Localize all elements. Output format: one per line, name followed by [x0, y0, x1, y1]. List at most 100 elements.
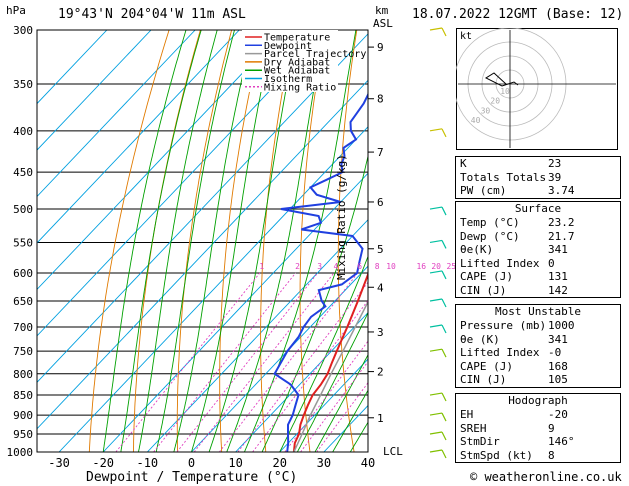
index-pw-row: PW (cm) 3.74	[460, 184, 575, 197]
temp-tick-label: -20	[92, 456, 114, 470]
legend-label: Dewpoint	[264, 41, 312, 52]
wind-barb-shaft	[429, 449, 443, 453]
isotherm-line	[147, 219, 368, 452]
km-tick-label: 6	[377, 196, 384, 209]
parcel-trajectory-trace	[293, 300, 368, 452]
wind-barb-flag	[441, 27, 447, 37]
pressure-tick-label: 300	[13, 24, 33, 37]
wind-barb-shaft	[429, 412, 443, 416]
mixing-ratio-label: 16	[416, 262, 426, 271]
isotherm-line	[37, 30, 196, 198]
hodograph-trace	[484, 72, 519, 87]
wind-barb-flag	[441, 324, 447, 334]
dry-adiabat-line	[176, 30, 233, 452]
pressure-tick-label: 1000	[7, 446, 34, 459]
wet-adiabat-line	[155, 30, 235, 452]
wet-adiabat-line	[226, 30, 326, 452]
mixing-ratio-label: 1	[259, 262, 264, 271]
mixing-ratio-line	[237, 281, 368, 452]
legend-label: Dry Adiabat	[264, 57, 330, 68]
dry-adiabat-line	[219, 30, 264, 452]
isotherm-line	[37, 30, 152, 151]
hodograph-kt-label: kt	[460, 31, 472, 42]
isotherm-line	[191, 265, 368, 452]
wind-barbs	[429, 27, 447, 459]
km-tick-label: 5	[377, 243, 384, 256]
isotherm-line	[37, 30, 284, 291]
mixing-ratio-line	[284, 340, 368, 452]
wet-adiabat-line	[296, 311, 368, 452]
isotherm-line	[37, 30, 328, 337]
mixing-ratio-line	[300, 360, 368, 452]
pressure-tick-label: 950	[13, 428, 33, 441]
wind-barb-shaft	[429, 431, 443, 435]
pressure-tick-label: 400	[13, 125, 33, 138]
mixing-ratio-label: 4	[334, 262, 339, 271]
mixing-ratio-line	[176, 272, 319, 452]
wind-barb-shaft	[429, 298, 443, 302]
wet-adiabat-line	[208, 30, 299, 452]
isotherm-line	[279, 358, 368, 452]
temp-tick-label: 30	[317, 456, 331, 470]
hpa-label: hPa	[6, 4, 26, 17]
datetime-header: 18.07.2022 12GMT (Base: 12)	[412, 7, 624, 22]
wind-barb-shaft	[429, 128, 443, 132]
wind-barb-shaft	[429, 27, 443, 31]
wind-barb-shaft	[429, 392, 443, 396]
mixing-ratio-line	[193, 272, 335, 452]
temp-tick-label: 0	[188, 456, 195, 470]
most-unstable-title: Most Unstable	[494, 305, 582, 318]
isotherm-line	[58, 126, 368, 452]
dry-adiabat-line	[337, 30, 358, 452]
mixing-ratio-label: 6	[357, 262, 362, 271]
wind-barb-flag	[441, 348, 447, 358]
mixing-ratio-label: 3	[317, 262, 322, 271]
legend-label: Isotherm	[264, 74, 312, 85]
temperature-trace	[292, 271, 368, 452]
wet-adiabat-line	[120, 30, 202, 452]
temp-tick-label: -10	[136, 456, 158, 470]
wet-adiabat-line	[332, 389, 368, 452]
hodograph-ring-label: 10	[500, 87, 510, 96]
pressure-tick-label: 850	[13, 389, 33, 402]
wind-barb-flag	[441, 270, 447, 280]
isotherm-line	[37, 30, 240, 244]
km-tick-label: 3	[377, 326, 384, 339]
mixing-ratio-label: 8	[375, 262, 380, 271]
wind-barb-flag	[441, 431, 447, 441]
legend-label: Wet Adiabat	[264, 66, 330, 77]
copyright: © weatheronline.co.uk	[470, 470, 622, 484]
mixing-ratio-axis-label: Mixing Ratio (g/kg)	[335, 154, 348, 280]
legend-label: Parcel Trajectory	[264, 49, 366, 60]
wind-barb-shaft	[429, 270, 443, 274]
km-tick-label: 7	[377, 146, 384, 159]
wet-adiabat-line	[138, 30, 218, 452]
mixing-ratio-line	[316, 381, 368, 452]
mixing-ratio-label: 2	[295, 262, 300, 271]
x-axis-label: Dewpoint / Temperature (°C)	[86, 470, 298, 485]
wind-barb-shaft	[429, 324, 443, 328]
isotherm-line	[37, 30, 108, 105]
asl-label: ASL	[373, 17, 393, 30]
most-unstable-table: Most Unstable Pressure (mb) 1000 θe (K) 34…	[455, 304, 621, 388]
temp-tick-label: 40	[361, 456, 375, 470]
pressure-tick-label: 350	[13, 78, 33, 91]
wet-adiabat-line	[314, 353, 368, 452]
temp-tick-label: 20	[273, 456, 287, 470]
hodograph-ring-label: 30	[481, 106, 491, 115]
km-tick-label: 2	[377, 366, 384, 379]
mixing-ratio-line	[218, 272, 359, 452]
wind-barb-flag	[441, 298, 447, 308]
surface-title: Surface	[514, 202, 562, 215]
wind-barb-flag	[441, 240, 447, 249]
pressure-tick-label: 750	[13, 345, 33, 358]
wind-barb-shaft	[429, 206, 443, 210]
hodograph-table-title: Hodograph	[508, 394, 568, 407]
mixing-ratio-label: 10	[386, 262, 396, 271]
location-header: 19°43'N 204°04'W 11m ASL	[58, 7, 246, 22]
indices-table: K 23 Totals Totals 39 PW (cm) 3.74	[455, 156, 621, 199]
hodograph-ring-label: 40	[471, 116, 481, 125]
mixing-ratio-label: 20	[431, 262, 441, 271]
